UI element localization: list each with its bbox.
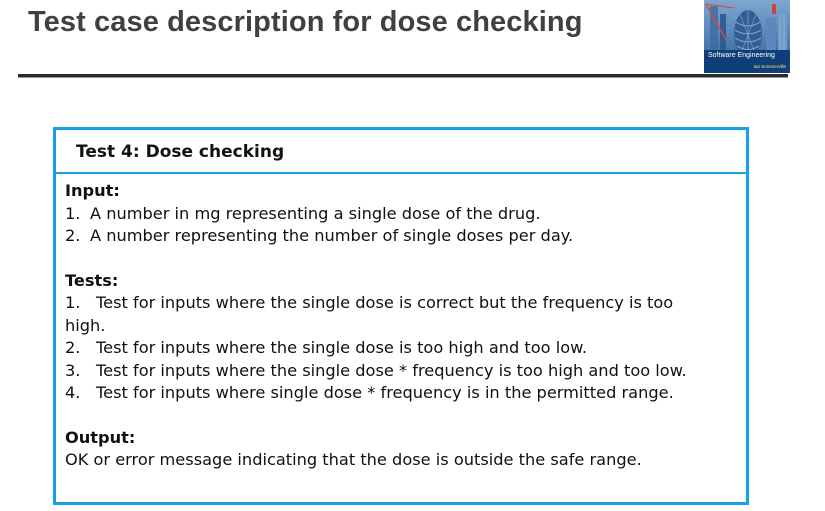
input-item-number: 2.	[65, 226, 81, 245]
input-item: 1. A number in mg representing a single d…	[65, 203, 746, 226]
test-item: 4. Test for inputs where single dose * fr…	[65, 382, 746, 405]
title-divider-shadow	[18, 77, 788, 78]
tests-heading: Tests:	[65, 270, 119, 290]
slide-title: Test case description for dose checking	[28, 6, 583, 38]
input-heading: Input:	[65, 181, 120, 200]
test-case-title: Test 4: Dose checking	[76, 142, 285, 162]
test-item-number: 3.	[65, 360, 81, 380]
input-item-text: A number in mg representing a single dos…	[90, 203, 541, 223]
input-item-number: 1.	[65, 203, 81, 223]
test-case-header: Test 4: Dose checking	[56, 130, 746, 174]
title-divider	[18, 74, 788, 77]
city-skyline-graphic	[704, 3, 790, 73]
test-item: 2. Test for inputs where the single dose …	[65, 337, 746, 360]
book-author: Ian Sommerville	[753, 64, 786, 69]
output-heading: Output:	[65, 427, 136, 447]
test-item-number: 4.	[65, 383, 81, 402]
test-item-number: 1.	[65, 293, 81, 312]
input-item: 2. A number representing the number of si…	[65, 225, 746, 248]
test-item-text: Test for inputs where the single dose * …	[96, 360, 687, 380]
test-case-body: Input: 1. A number in mg representing a s…	[56, 174, 746, 472]
test-item-continuation: high.	[65, 315, 106, 335]
test-item-text: Test for inputs where the single dose is…	[96, 293, 674, 312]
test-item-number: 2.	[65, 338, 81, 357]
test-item: 1. Test for inputs where the single dose …	[65, 292, 746, 315]
test-item-text: Test for inputs where the single dose is…	[96, 338, 588, 357]
test-item-text: Test for inputs where single dose * freq…	[96, 383, 674, 402]
input-item-text: A number representing the number of sing…	[90, 226, 574, 245]
test-case-box: Test 4: Dose checking Input: 1. A number …	[53, 127, 749, 505]
book-cover-image: Software Engineering Ian Sommerville	[704, 0, 790, 73]
output-text: OK or error message indicating that the …	[65, 450, 642, 469]
test-item: 3. Test for inputs where the single dose …	[65, 360, 746, 383]
book-title: Software Engineering	[708, 52, 775, 59]
